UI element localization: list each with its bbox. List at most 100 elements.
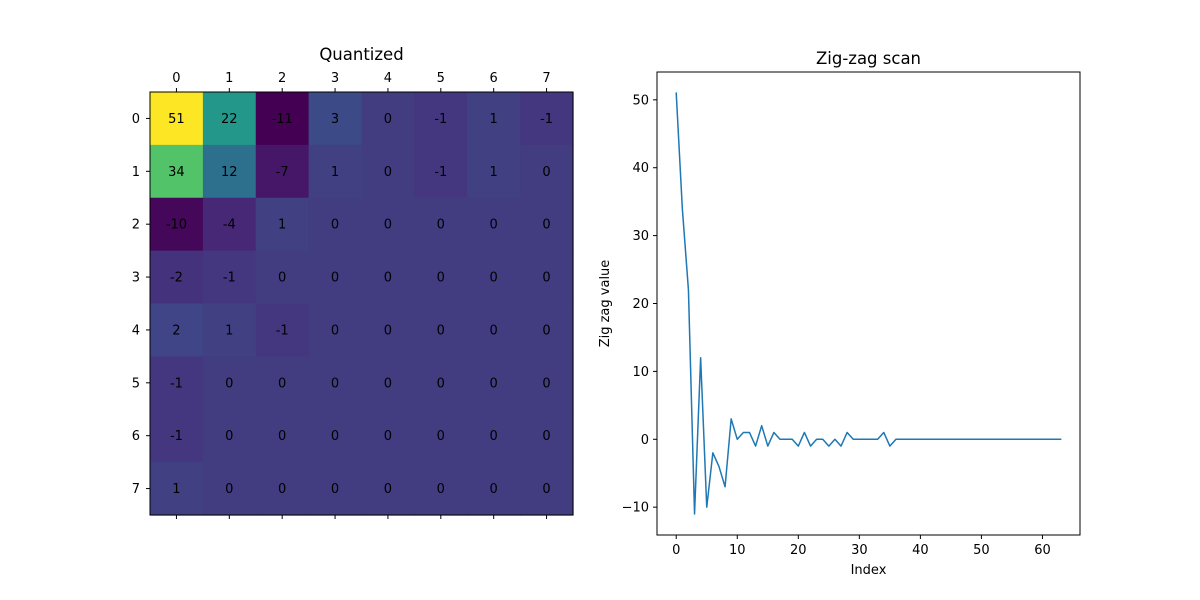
heatmap-x-tick-label: 1: [225, 71, 233, 86]
heatmap-value-label: -1: [540, 112, 553, 127]
heatmap-x-tick-label: 0: [172, 71, 180, 86]
heatmap-cell: [150, 409, 204, 463]
heatmap-value-label: 0: [331, 218, 339, 233]
line-x-tick-label: 30: [851, 543, 868, 558]
heatmap-cell: [150, 462, 204, 516]
heatmap-cell: [467, 356, 521, 410]
heatmap-y-tick-label: 2: [132, 218, 140, 233]
heatmap-cell: [255, 144, 310, 199]
heatmap-value-label: 0: [542, 165, 550, 180]
heatmap-value-label: -2: [170, 271, 183, 286]
heatmap-cell: [202, 197, 257, 252]
heatmap-value-label: 0: [384, 323, 392, 338]
heatmap-cell: [308, 197, 363, 252]
heatmap-cell: [150, 144, 204, 199]
heatmap-value-label: 22: [221, 112, 238, 127]
heatmap-value-label: 0: [542, 376, 550, 391]
heatmap-value-label: -1: [276, 323, 289, 338]
heatmap-x-axis-bottom: [175, 515, 548, 519]
heatmap-cells: [150, 92, 574, 516]
heatmap-value-label: -4: [223, 218, 236, 233]
heatmap-value-label: 3: [331, 112, 339, 127]
heatmap-cell: [467, 303, 521, 357]
heatmap-cell: [202, 144, 257, 199]
heatmap-value-label: 0: [490, 482, 498, 497]
heatmap-x-axis-top: 0 1 2 3 4 5 6 7: [172, 71, 551, 92]
heatmap-cell: [361, 462, 415, 516]
heatmap-y-tick-label: 3: [132, 271, 140, 286]
heatmap-cell: [414, 409, 468, 463]
heatmap-cell: [520, 462, 574, 516]
heatmap-x-tick-label: 6: [490, 71, 498, 86]
heatmap-value-label: 0: [331, 482, 339, 497]
heatmap-value-label: 0: [490, 271, 498, 286]
heatmap-value-label: 0: [225, 376, 233, 391]
heatmap-value-label: 0: [331, 271, 339, 286]
heatmap-y-axis: 0 1 2 3 4 5 6 7: [132, 112, 150, 497]
heatmap-cell: [308, 303, 363, 357]
heatmap-value-label: 0: [384, 482, 392, 497]
heatmap-cell: [414, 197, 468, 252]
heatmap-cell: [308, 356, 363, 410]
heatmap-value-label: 0: [490, 218, 498, 233]
line-x-axis-label: Index: [851, 563, 887, 578]
heatmap-cell: [150, 197, 204, 252]
heatmap-cell: [467, 462, 521, 516]
heatmap-value-label: 2: [172, 323, 180, 338]
heatmap-cell: [308, 92, 363, 146]
heatmap-value-label: 51: [168, 112, 185, 127]
heatmap-value-label: 0: [278, 482, 286, 497]
line-y-tick-label: 50: [632, 93, 649, 108]
heatmap-value-label: 1: [331, 165, 339, 180]
heatmap-cell: [520, 92, 574, 146]
heatmap-cell: [520, 409, 574, 463]
heatmap-cell: [255, 356, 310, 410]
heatmap-value-label: 0: [278, 271, 286, 286]
line-x-axis: 0 10 20 30 40 50 60: [672, 535, 1051, 558]
heatmap-value-label: 0: [437, 218, 445, 233]
heatmap-value-label: 0: [542, 482, 550, 497]
heatmap-cell: [467, 197, 521, 252]
line-x-tick-label: 60: [1034, 543, 1051, 558]
heatmap-value-label: 0: [331, 429, 339, 444]
heatmap-x-tick-label: 3: [331, 71, 339, 86]
heatmap-cell: [414, 144, 468, 199]
heatmap-cell: [150, 356, 204, 410]
heatmap-cell: [520, 144, 574, 199]
line-x-tick-label: 40: [912, 543, 929, 558]
heatmap-value-label: 0: [490, 323, 498, 338]
heatmap-cell: [520, 197, 574, 252]
heatmap-cell: [414, 92, 468, 146]
heatmap-value-label: -10: [166, 218, 187, 233]
heatmap-cell: [414, 303, 468, 357]
heatmap-value-label: 0: [490, 429, 498, 444]
heatmap-cell: [150, 303, 204, 357]
heatmap-value-label: 0: [437, 482, 445, 497]
heatmap-cell: [361, 303, 415, 357]
line-title: Zig-zag scan: [816, 49, 921, 68]
line-y-tick-label: 30: [632, 229, 649, 244]
heatmap-cell: [202, 92, 257, 146]
heatmap-value-label: 1: [225, 323, 233, 338]
line-y-tick-label: 20: [632, 297, 649, 312]
heatmap-value-label: 34: [168, 165, 185, 180]
heatmap-cell: [308, 409, 363, 463]
heatmap-panel: Quantized 51 22 -11 3 0 -1 1 -134 12 -7 1 0 -1 1 0-10-…: [132, 45, 574, 519]
heatmap-cell: [202, 409, 257, 463]
heatmap-y-tick-label: 7: [132, 482, 140, 497]
heatmap-value-label: 0: [384, 218, 392, 233]
heatmap-cell: [361, 356, 415, 410]
line-x-tick-label: 20: [790, 543, 807, 558]
heatmap-value-label: 0: [331, 323, 339, 338]
heatmap-value-label: 0: [384, 112, 392, 127]
heatmap-cell: [361, 144, 415, 199]
heatmap-value-label: 1: [172, 482, 180, 497]
heatmap-cell: [255, 197, 310, 252]
heatmap-cell: [308, 462, 363, 516]
heatmap-title: Quantized: [319, 45, 403, 64]
heatmap-cell: [361, 92, 415, 146]
heatmap-value-label: 0: [437, 323, 445, 338]
line-x-tick-label: 0: [672, 543, 680, 558]
heatmap-value-label: 0: [542, 429, 550, 444]
